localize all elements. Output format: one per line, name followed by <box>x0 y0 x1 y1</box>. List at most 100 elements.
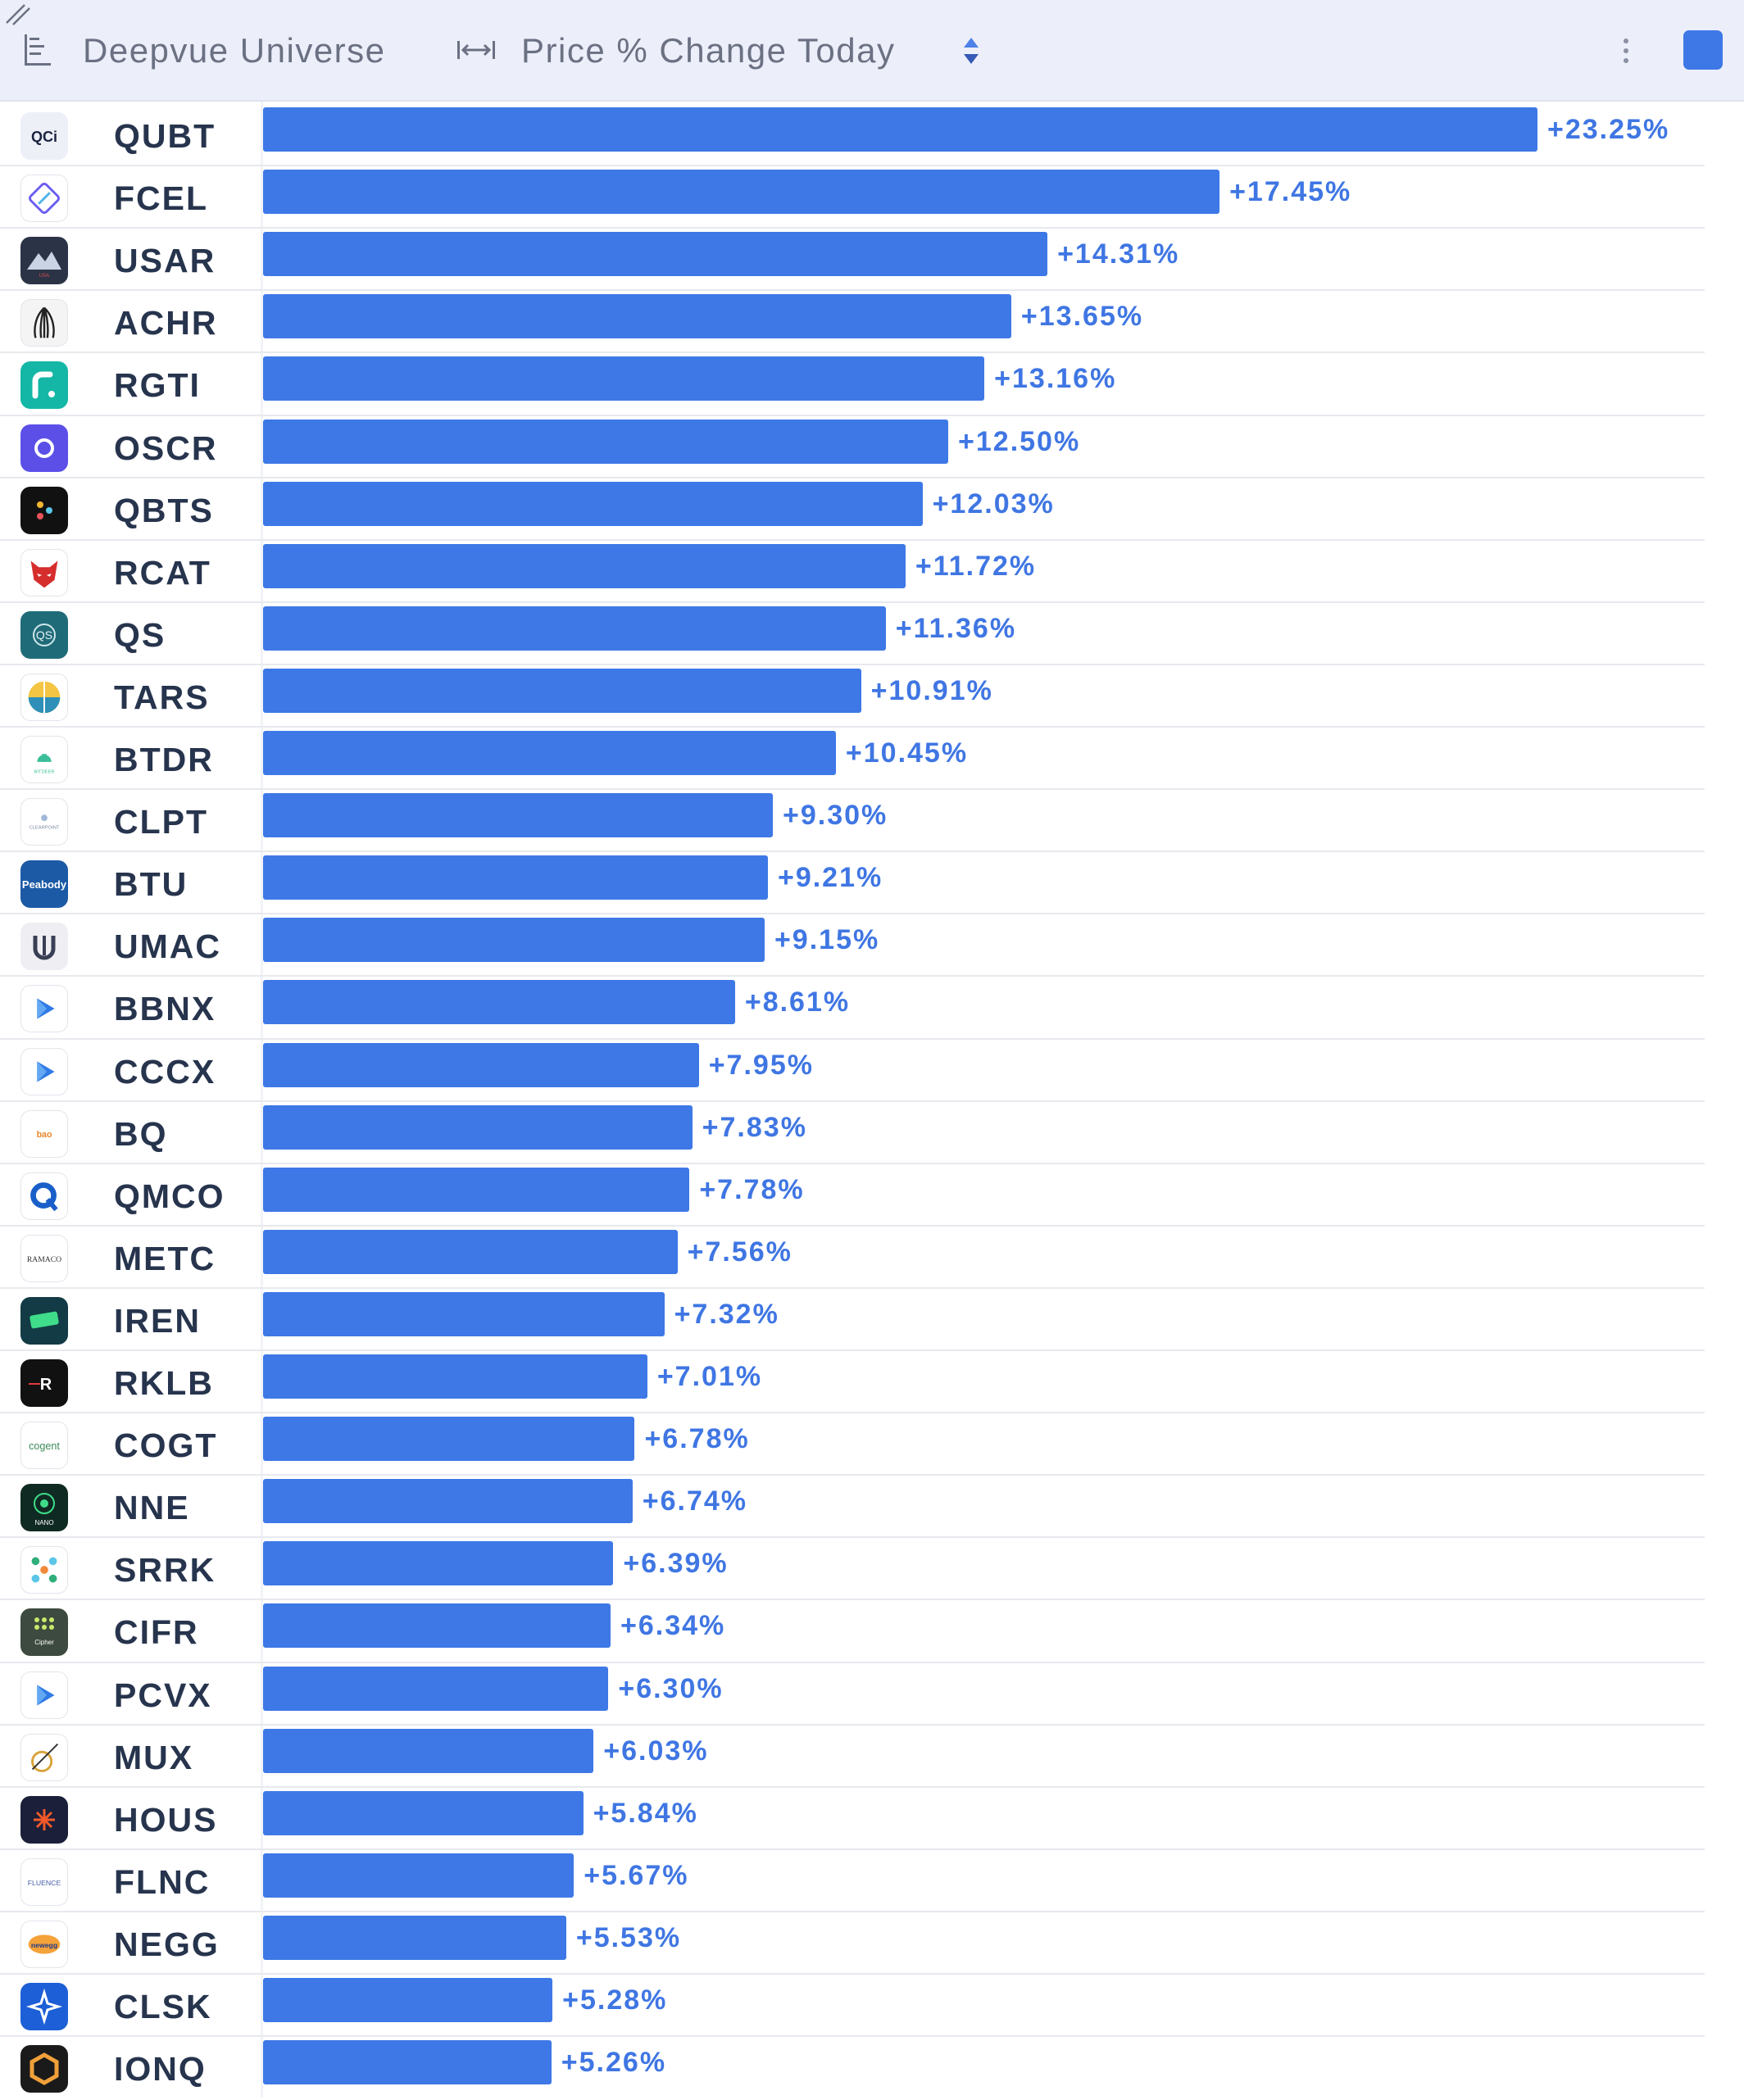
bar[interactable] <box>263 356 985 401</box>
bar[interactable] <box>263 1417 635 1462</box>
table-row[interactable]: QS QS +11.36% <box>0 604 1744 666</box>
table-row[interactable]: RGTI +13.16% <box>0 354 1744 416</box>
table-row[interactable]: TARS +10.91% <box>0 666 1744 728</box>
ticker-label[interactable]: SRRK <box>114 1551 216 1590</box>
chart-color-swatch[interactable] <box>1683 30 1723 70</box>
table-row[interactable]: CLEARPOINT CLPT +9.30% <box>0 791 1744 853</box>
sort-toggle-icon[interactable] <box>959 34 983 67</box>
ticker-label[interactable]: OSCR <box>114 429 218 467</box>
bar[interactable] <box>263 1728 594 1773</box>
metric-selector[interactable]: Price % Change Today <box>521 31 896 70</box>
bar[interactable] <box>263 107 1537 152</box>
ticker-label[interactable]: NEGG <box>114 1925 220 1963</box>
bar[interactable] <box>263 294 1011 339</box>
table-row[interactable]: PCVX +6.30% <box>0 1664 1744 1726</box>
ticker-label[interactable]: ACHR <box>114 304 218 342</box>
bar[interactable] <box>263 1167 690 1212</box>
ticker-label[interactable]: RKLB <box>114 1364 214 1402</box>
table-row[interactable]: SRRK +6.39% <box>0 1539 1744 1601</box>
table-row[interactable]: QMCO +7.78% <box>0 1165 1744 1227</box>
bar[interactable] <box>263 1790 584 1835</box>
bar[interactable] <box>263 1915 566 1960</box>
bar[interactable] <box>263 1354 647 1399</box>
ticker-label[interactable]: CLSK <box>114 1988 212 2025</box>
bar[interactable] <box>263 606 886 651</box>
ticker-label[interactable]: QMCO <box>114 1177 225 1215</box>
bar[interactable] <box>263 793 773 838</box>
ticker-label[interactable]: QBTS <box>114 491 214 529</box>
table-row[interactable]: R RKLB +7.01% <box>0 1352 1744 1414</box>
ticker-label[interactable]: CLPT <box>114 803 209 841</box>
table-row[interactable]: ACHR +13.65% <box>0 292 1744 354</box>
table-row[interactable]: IREN +7.32% <box>0 1290 1744 1352</box>
table-row[interactable]: MUX +6.03% <box>0 1726 1744 1789</box>
bar[interactable] <box>263 731 836 775</box>
table-row[interactable]: FCEL +17.45% <box>0 167 1744 229</box>
bar[interactable] <box>263 543 906 588</box>
table-row[interactable]: BITDEER BTDR +10.45% <box>0 728 1744 791</box>
table-row[interactable]: FLUENCE FLNC +5.67% <box>0 1851 1744 1913</box>
bar[interactable] <box>263 419 949 464</box>
ticker-label[interactable]: CCCX <box>114 1052 216 1091</box>
ticker-label[interactable]: TARS <box>114 678 210 716</box>
bar[interactable] <box>263 1104 693 1150</box>
table-row[interactable]: QBTS +12.03% <box>0 479 1744 542</box>
ticker-label[interactable]: METC <box>114 1239 216 1277</box>
bar[interactable] <box>263 1853 575 1898</box>
ticker-label[interactable]: FCEL <box>114 179 209 218</box>
ticker-label[interactable]: MUX <box>114 1738 194 1776</box>
table-row[interactable]: Cipher CIFR +6.34% <box>0 1601 1744 1663</box>
table-row[interactable]: BBNX +8.61% <box>0 977 1744 1040</box>
table-row[interactable]: RAMACO METC +7.56% <box>0 1227 1744 1290</box>
ticker-label[interactable]: IREN <box>114 1301 201 1340</box>
ticker-label[interactable]: BTDR <box>114 741 214 778</box>
table-row[interactable]: OSCR +12.50% <box>0 417 1744 479</box>
bar[interactable] <box>263 232 1048 277</box>
ticker-label[interactable]: QUBT <box>114 117 216 155</box>
table-row[interactable]: CCCX +7.95% <box>0 1041 1744 1103</box>
ticker-label[interactable]: RGTI <box>114 366 201 405</box>
ticker-label[interactable]: UMAC <box>114 928 221 966</box>
bar[interactable] <box>263 980 735 1025</box>
ticker-label[interactable]: COGT <box>114 1426 218 1465</box>
bar[interactable] <box>263 1229 678 1274</box>
bar[interactable] <box>263 1603 611 1649</box>
ticker-label[interactable]: IONQ <box>114 2050 207 2089</box>
resize-handle-icon[interactable] <box>5 3 31 26</box>
table-row[interactable]: cogent COGT +6.78% <box>0 1414 1744 1476</box>
ticker-label[interactable]: QS <box>114 615 166 654</box>
bar[interactable] <box>263 170 1220 215</box>
table-row[interactable]: bao BQ +7.83% <box>0 1103 1744 1165</box>
ticker-label[interactable]: PCVX <box>114 1676 212 1714</box>
table-row[interactable]: HOUS +5.84% <box>0 1789 1744 1851</box>
bar[interactable] <box>263 668 861 713</box>
bar[interactable] <box>263 481 923 526</box>
bar[interactable] <box>263 855 768 900</box>
list-menu-icon[interactable] <box>21 33 54 67</box>
table-row[interactable]: QCi QUBT +23.25% <box>0 105 1744 167</box>
bar[interactable] <box>263 1541 614 1586</box>
ticker-label[interactable]: BBNX <box>114 990 216 1028</box>
ticker-label[interactable]: NNE <box>114 1489 190 1527</box>
bar[interactable] <box>263 1479 633 1524</box>
bar[interactable] <box>263 918 765 963</box>
ticker-label[interactable]: BTU <box>114 865 188 904</box>
table-row[interactable]: CLSK +5.28% <box>0 1975 1744 2038</box>
bar[interactable] <box>263 2040 552 2085</box>
table-row[interactable]: RCAT +11.72% <box>0 542 1744 604</box>
ticker-label[interactable]: RCAT <box>114 553 211 592</box>
ticker-label[interactable]: CIFR <box>114 1613 199 1652</box>
table-row[interactable]: NANO NNE +6.74% <box>0 1476 1744 1539</box>
ticker-label[interactable]: FLNC <box>114 1862 211 1901</box>
universe-selector[interactable]: Deepvue Universe <box>83 31 386 70</box>
table-row[interactable]: Peabody BTU +9.21% <box>0 853 1744 915</box>
table-row[interactable]: newegg NEGG +5.53% <box>0 1913 1744 1975</box>
table-row[interactable]: UMAC +9.15% <box>0 915 1744 977</box>
bar[interactable] <box>263 1042 699 1087</box>
ticker-label[interactable]: USAR <box>114 242 216 280</box>
ticker-label[interactable]: HOUS <box>114 1800 218 1839</box>
ticker-label[interactable]: BQ <box>114 1114 168 1153</box>
bar[interactable] <box>263 1291 665 1336</box>
bar[interactable] <box>263 1978 553 2022</box>
table-row[interactable]: USA USAR +14.31% <box>0 229 1744 292</box>
